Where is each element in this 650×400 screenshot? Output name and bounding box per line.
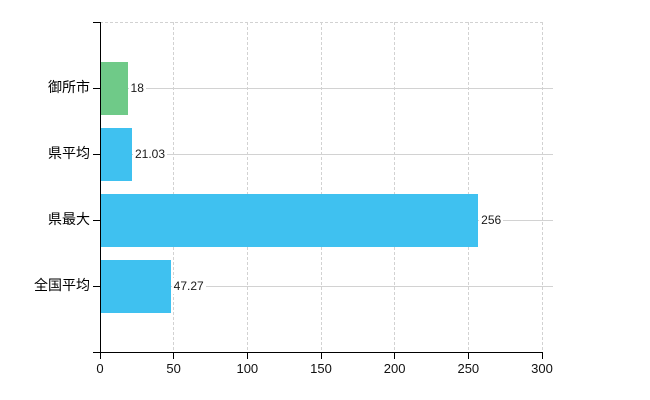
plot-top-border: [100, 21, 542, 23]
y-axis-tick: [93, 87, 100, 89]
category-label: 全国平均: [34, 277, 90, 294]
x-tick-label: 250: [457, 360, 480, 376]
horizontal-gridline: [100, 285, 553, 287]
y-axis-tick: [93, 219, 100, 221]
y-axis-top-tick: [93, 21, 100, 23]
x-axis-tick: [99, 353, 101, 359]
vertical-gridline: [320, 22, 322, 353]
x-tick-label: 50: [166, 360, 181, 376]
bar-県最大: [101, 193, 479, 247]
x-axis-tick: [394, 353, 396, 359]
x-tick-label: 0: [96, 360, 104, 376]
vertical-gridline: [394, 22, 396, 353]
bar-value-label: 18: [128, 80, 146, 97]
horizontal-gridline: [100, 87, 553, 89]
bar-value-label: 47.27: [171, 278, 206, 295]
y-axis-line: [99, 22, 101, 359]
vertical-gridline: [173, 22, 175, 353]
bar-県平均: [101, 127, 132, 181]
bar-value-label: 256: [479, 212, 504, 229]
bar-value-label: 21.03: [132, 146, 167, 163]
y-axis-tick: [93, 153, 100, 155]
x-tick-label: 300: [531, 360, 553, 376]
x-axis-line: [93, 352, 543, 353]
category-label: 御所市: [48, 79, 90, 96]
category-label: 県最大: [48, 211, 90, 228]
y-axis-tick: [93, 285, 100, 287]
x-axis-tick: [467, 353, 469, 359]
x-tick-label: 100: [236, 360, 259, 376]
x-tick-label: 150: [310, 360, 332, 376]
bar-御所市: [101, 61, 128, 115]
x-tick-label: 200: [383, 360, 406, 376]
bar-全国平均: [101, 259, 171, 313]
x-axis-tick: [320, 353, 322, 359]
vertical-gridline: [467, 22, 469, 353]
x-axis-tick: [246, 353, 248, 359]
x-axis-tick: [173, 353, 175, 359]
horizontal-gridline: [100, 153, 553, 155]
category-label: 県平均: [48, 145, 90, 162]
vertical-gridline: [246, 22, 248, 353]
x-axis-tick: [541, 353, 543, 359]
vertical-gridline: [541, 22, 543, 353]
